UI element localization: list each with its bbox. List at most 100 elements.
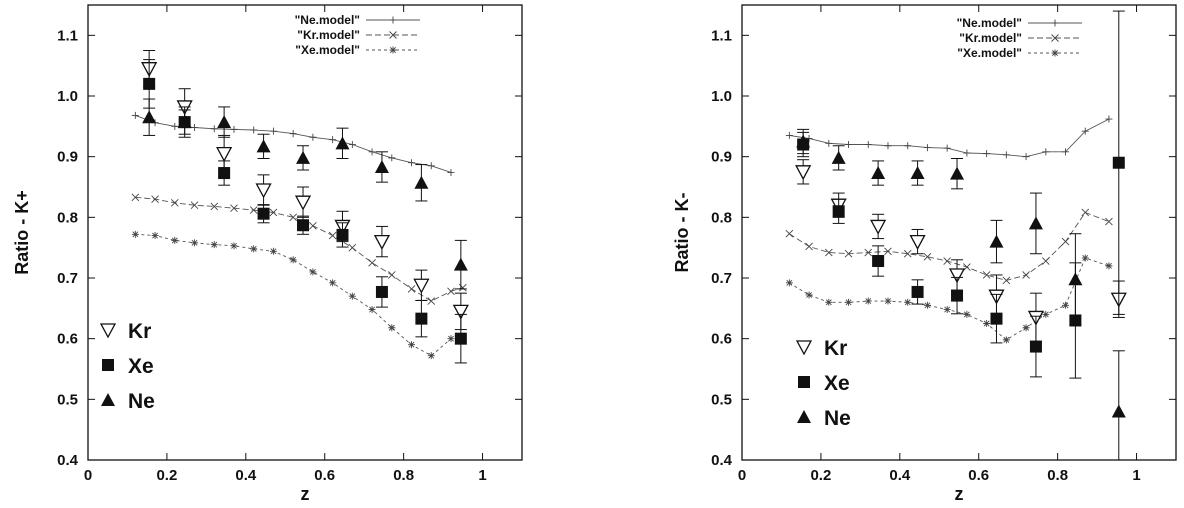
chart2-model-point xyxy=(943,144,951,152)
chart2-data-point-xe xyxy=(872,255,885,268)
chart2-model-point xyxy=(982,271,991,279)
chart2-data-point-kr xyxy=(948,268,966,284)
chart1-model-point xyxy=(250,245,258,253)
chart2-legend-marker-ne xyxy=(797,410,811,423)
chart2-x-axis-label: z xyxy=(955,484,964,504)
chart2-model-point xyxy=(785,229,794,238)
chart2-model-point xyxy=(943,257,951,265)
chart2-model-point xyxy=(943,306,951,314)
chart1-model-point xyxy=(309,222,317,230)
chart1-model-point xyxy=(447,168,455,176)
chart1-model-point xyxy=(171,236,179,244)
chart1-model-point xyxy=(407,285,416,293)
chart2-panel: 0 0.2 0.4 0.6 0.8 1 0.4 0.5 0.6 0.7 0.8 0.9 1.0 1.1 z R… xyxy=(672,4,1177,504)
chart2-data-point-xe xyxy=(1112,156,1125,169)
chart1-xtick-label: 0.2 xyxy=(156,467,177,484)
chart1-ytick-label: 0.6 xyxy=(57,331,78,348)
chart1-x-axis-label: z xyxy=(301,484,310,504)
chart1-ytick-label: 0.7 xyxy=(57,270,78,287)
chart2-model-point xyxy=(1105,217,1113,226)
chart2-model-point xyxy=(825,298,833,306)
chart2-model-point xyxy=(923,144,931,152)
chart2-data-point-ne xyxy=(989,234,1004,248)
chart2-data-point-kr xyxy=(909,234,926,250)
chart2-xtick-label: 1 xyxy=(1132,467,1140,484)
chart1-data-point-kr xyxy=(294,195,312,211)
chart1-model-point xyxy=(427,297,436,305)
chart2-legend-label-kr: Kr xyxy=(824,337,847,360)
chart1-ytick-label: 1.0 xyxy=(57,88,78,105)
chart1-model-point xyxy=(309,133,317,141)
chart2-model-point xyxy=(825,139,833,147)
chart2-ytick-label: 0.6 xyxy=(711,331,732,348)
chart1-legend-marker-kr xyxy=(99,323,117,339)
chart1-model-point xyxy=(329,279,337,287)
chart2-data-point-ne xyxy=(1028,216,1043,230)
chart1-data-point-xe xyxy=(297,219,310,232)
chart1-model-point xyxy=(171,122,179,130)
chart1-data-point-xe xyxy=(257,207,270,220)
chart1-data-point-kr xyxy=(255,183,272,199)
chart1-model-point xyxy=(230,242,238,250)
chart1-model-point xyxy=(348,141,356,149)
chart1-model-point xyxy=(368,306,376,314)
chart1-model-point xyxy=(249,206,258,214)
chart1-y-axis-label: Ratio - K+ xyxy=(12,190,32,275)
chart2-model-point xyxy=(864,297,872,305)
chart2-model-point xyxy=(963,310,971,318)
chart1-model-legend-marker xyxy=(389,46,397,54)
chart2-data-point-ne xyxy=(831,150,846,164)
chart2-model-line-0 xyxy=(789,118,1110,158)
chart2-data-point-ne xyxy=(910,166,925,180)
chart2-model-legend-label: "Xe.model" xyxy=(957,46,1022,60)
chart2-model-point xyxy=(1042,148,1050,156)
chart2-xtick-label: 0.8 xyxy=(1047,467,1068,484)
chart1-xtick-label: 0.4 xyxy=(235,467,257,484)
chart1-data-point-xe xyxy=(415,312,428,325)
chart2-ytick-label: 0.4 xyxy=(711,452,733,469)
chart1-model-point xyxy=(131,111,139,119)
chart1-model-legend-label: "Ne.model" xyxy=(295,13,360,27)
chart2-model-point xyxy=(1081,208,1090,217)
chart2-model-point xyxy=(884,297,892,305)
chart1-xtick-label: 0.6 xyxy=(314,467,335,484)
chart2-data-point-xe xyxy=(990,312,1003,325)
chart2-model-point xyxy=(824,248,833,257)
chart1-ytick-label: 0.4 xyxy=(57,452,79,469)
chart2-model-point xyxy=(1042,310,1050,318)
chart1-model-point xyxy=(269,247,277,255)
chart1-legend-marker-xe xyxy=(102,359,114,371)
chart2-plot-frame xyxy=(741,4,1177,461)
chart1-model-point xyxy=(230,204,238,213)
chart2-model-point xyxy=(884,142,892,150)
chart1-model-point xyxy=(191,124,199,132)
chart1-legend-label-xe: Xe xyxy=(128,355,154,378)
chart1-model-point xyxy=(368,259,376,267)
chart2-model-legend-label: "Ne.model" xyxy=(957,16,1022,30)
chart1-model-point xyxy=(368,148,376,156)
chart1-legend-label-kr: Kr xyxy=(128,320,151,343)
chart2-model-point xyxy=(1105,115,1113,123)
chart2-model-point xyxy=(1022,324,1030,332)
chart2-model-point xyxy=(1002,336,1010,344)
chart2-model-point xyxy=(1105,262,1113,270)
chart2-model-legend-marker xyxy=(1051,49,1059,57)
chart1-model-point xyxy=(190,201,199,210)
chart1-model-point xyxy=(388,154,396,162)
chart1-model-point xyxy=(408,159,416,167)
chart2-legend-marker-kr xyxy=(795,340,813,356)
chart1-ytick-label: 0.9 xyxy=(57,149,78,166)
chart2-model-point xyxy=(983,320,991,327)
chart1-model-point xyxy=(289,130,297,138)
chart1-xtick-label: 1 xyxy=(478,467,486,484)
chart1-data-point-kr xyxy=(413,278,430,294)
chart2-ytick-label: 0.7 xyxy=(711,270,732,287)
chart2-model-point xyxy=(923,301,931,309)
chart2-model-point xyxy=(1022,271,1030,279)
chart2-model-point xyxy=(864,248,873,257)
chart1-model-legend-label: "Xe.model" xyxy=(295,43,360,57)
chart1-model-legend-marker xyxy=(389,16,397,24)
chart2-data-point-xe xyxy=(911,285,924,298)
chart2-model-point xyxy=(1062,148,1070,156)
